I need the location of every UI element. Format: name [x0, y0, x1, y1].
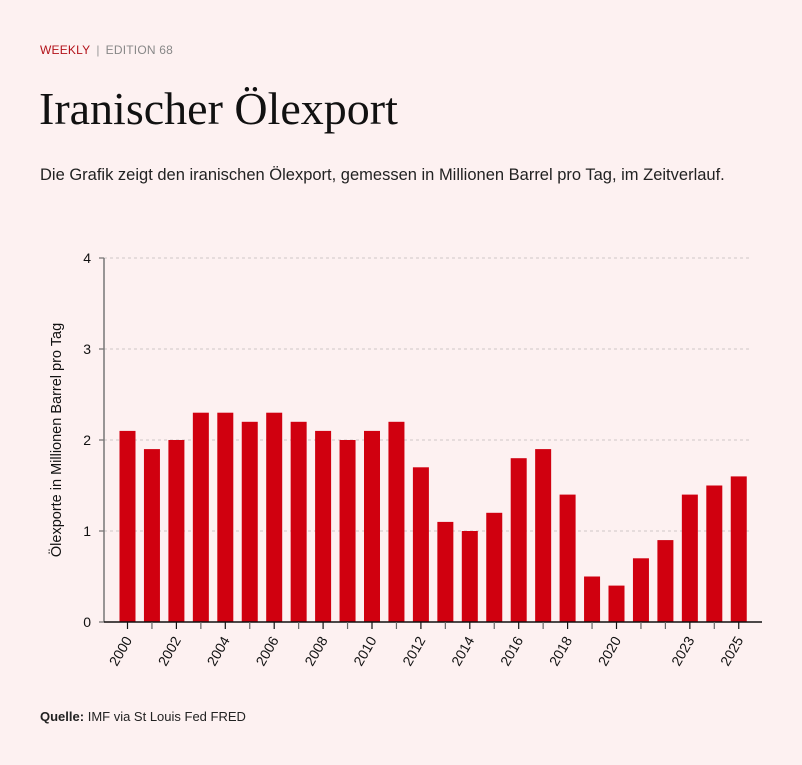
bar-2004 — [217, 412, 234, 622]
kicker-weekly: WEEKLY — [40, 43, 91, 57]
y-axis-title: Ölexporte in Millionen Barrel pro Tag — [47, 323, 65, 557]
bar-2019 — [584, 576, 601, 622]
x-tick-label: 2023 — [668, 633, 698, 668]
bar-2010 — [364, 430, 380, 622]
y-tick-label: 4 — [83, 250, 91, 266]
bar-2008 — [315, 430, 332, 622]
bar-2011 — [388, 421, 405, 622]
source-label: Quelle: — [40, 709, 85, 724]
x-tick-label: 2002 — [155, 633, 185, 668]
x-tick-label: 2012 — [399, 633, 429, 668]
x-axis: 2000 2002 2004 2006 2008 2010 2012 2014 2016 2018… — [104, 621, 762, 668]
y-axis: 0 1 2 3 4 — [83, 250, 105, 630]
kicker: WEEKLY | EDITION 68 — [40, 43, 173, 57]
bar-2002 — [168, 440, 185, 622]
bar-2015 — [486, 512, 503, 622]
bar-2020 — [608, 585, 625, 622]
bar-2018 — [559, 494, 576, 622]
kicker-separator: | — [96, 43, 100, 57]
bar-2017 — [535, 449, 552, 622]
bar-2021 — [632, 558, 649, 622]
bar-2000 — [119, 430, 136, 622]
bar-2016 — [510, 458, 527, 622]
bar-2022 — [657, 540, 674, 622]
bar-2007 — [290, 421, 307, 622]
bar-2024 — [706, 485, 723, 622]
x-tick-label: 2014 — [448, 633, 478, 668]
source-note: Quelle: IMF via St Louis Fed FRED — [40, 709, 246, 724]
x-tick-label: 2016 — [497, 633, 527, 668]
x-tick-label: 2018 — [546, 633, 576, 668]
y-tick-label: 0 — [83, 614, 91, 630]
bar-2025 — [730, 476, 747, 622]
bar-2009 — [339, 440, 356, 622]
x-tick-label: 2008 — [301, 633, 331, 668]
y-tick-label: 2 — [83, 432, 91, 448]
x-tick-label: 2010 — [350, 633, 380, 668]
x-tick-label: 2020 — [595, 633, 625, 668]
bar-2001 — [143, 449, 160, 622]
chart-subtitle: Die Grafik zeigt den iranischen Ölexport… — [40, 166, 725, 184]
bar-2014 — [461, 531, 478, 622]
source-text: IMF via St Louis Fed FRED — [87, 709, 246, 724]
x-tick-label: 2006 — [252, 633, 282, 668]
bar-2023 — [681, 494, 698, 622]
x-tick-label: 2000 — [106, 633, 136, 668]
bar-2003 — [192, 412, 209, 622]
x-tick-label: 2004 — [203, 633, 233, 668]
bars — [119, 412, 747, 622]
x-tick-label: 2025 — [717, 633, 747, 668]
bar-2012 — [412, 467, 429, 622]
bar-2005 — [241, 421, 258, 622]
page-title: Iranischer Ölexport — [39, 83, 398, 134]
bar-2006 — [266, 412, 283, 622]
y-tick-label: 1 — [83, 523, 91, 539]
y-tick-label: 3 — [83, 341, 91, 357]
kicker-edition: EDITION 68 — [105, 43, 174, 57]
bar-2013 — [437, 521, 454, 622]
